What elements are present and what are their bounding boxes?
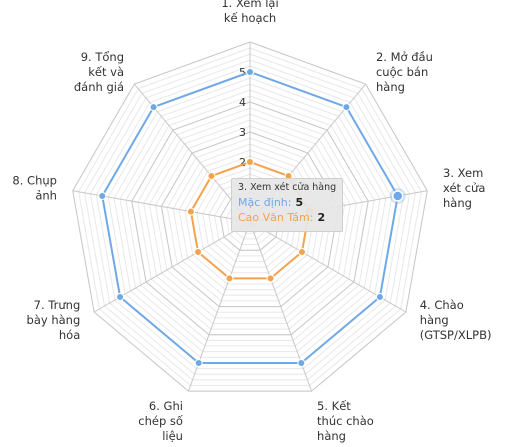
data-point	[297, 358, 306, 367]
data-point	[207, 172, 216, 181]
category-label-line: kế hoạch	[224, 11, 276, 25]
data-point	[297, 248, 306, 256]
category-label-line: thúc chào	[317, 414, 374, 428]
grid-ring-minor	[137, 107, 363, 330]
category-label-line: hàng	[376, 80, 405, 94]
grid-ring-minor	[107, 77, 393, 358]
axis-tick-label: 4	[239, 96, 246, 109]
category-label-line: ảnh	[35, 188, 57, 202]
chart-tooltip: 3. Xem xét cửa hàng Mặc định: 5 Cao Văn T…	[231, 178, 343, 232]
category-label-line: 9. Tổng	[81, 50, 124, 64]
tooltip-series-default-value: 5	[295, 196, 304, 209]
category-label-line: hàng	[420, 313, 449, 327]
tooltip-row-cao-van-tam: Cao Văn Tám: 2	[238, 210, 336, 225]
category-label-4: 4. Chào hàng (GTSP/XLPB)	[420, 298, 492, 342]
category-label-line: 8. Chụp	[12, 173, 57, 187]
grid-ring-minor	[95, 65, 405, 370]
axis-tick-label: 5	[239, 66, 246, 79]
category-label-line: 2. Mở đầu	[376, 50, 433, 64]
category-label-line: 3. Xem	[443, 166, 483, 180]
grid-ring-major	[72, 41, 428, 392]
tooltip-series-default-label: Mặc định:	[238, 196, 292, 209]
category-label-line: 6. Ghi	[149, 399, 183, 413]
category-label-1: 1. Xem lại kế hoạch	[221, 0, 278, 25]
category-label-line: 1. Xem lại	[221, 0, 278, 10]
category-label-line: 7. Trưng	[34, 298, 81, 312]
axis-tick-label: 3	[239, 126, 246, 139]
grid-ring-minor	[84, 53, 416, 381]
category-label-line: đánh giá	[74, 80, 124, 94]
grid-ring-minor	[154, 125, 346, 313]
grid-ring-minor	[125, 95, 375, 341]
category-label-2: 2. Mở đầu cuộc bán hàng	[376, 50, 433, 94]
category-label-line: cuộc bán	[376, 65, 428, 79]
tooltip-series-cao-van-tam-label: Cao Văn Tám:	[238, 211, 314, 224]
grid-ring-minor	[113, 83, 387, 353]
grid-ring-minor	[143, 113, 357, 324]
data-point	[149, 103, 158, 112]
category-label-line: hàng	[317, 429, 346, 443]
category-label-3: 3. Xem xét cửa hàng	[443, 166, 485, 210]
grid-ring-minor	[78, 47, 422, 387]
category-label-line: (GTSP/XLPB)	[420, 328, 492, 342]
category-label-8: 8. Chụp ảnh	[12, 173, 57, 202]
series-line-0	[101, 71, 399, 364]
category-label-7: 7. Trưng bày hàng hóa	[27, 298, 81, 342]
data-point	[186, 207, 195, 216]
grid-ring-minor	[149, 119, 351, 319]
data-point	[194, 358, 203, 367]
category-label-line: 4. Chào	[420, 298, 464, 312]
data-point	[266, 274, 275, 283]
data-point	[246, 68, 254, 76]
category-label-line: 5. Kết	[317, 399, 351, 413]
tooltip-title: 3. Xem xét cửa hàng	[238, 182, 337, 193]
category-label-line: bày hàng	[27, 313, 81, 327]
category-label-9: 9. Tổng kết và đánh giá	[74, 50, 124, 94]
tooltip-row-default: Mặc định: 5	[238, 195, 336, 210]
category-label-line: liệu	[162, 429, 183, 443]
data-point	[246, 158, 254, 166]
tooltip-series-cao-van-tam-value: 2	[317, 211, 326, 224]
grid-ring-minor	[119, 89, 381, 347]
category-label-line: chép số	[138, 414, 183, 428]
grid-ring-major	[131, 101, 369, 336]
category-label-line: hóa	[59, 328, 80, 342]
category-label-5: 5. Kết thúc chào hàng	[317, 399, 374, 443]
data-point	[375, 293, 384, 301]
data-point	[391, 190, 404, 202]
data-point	[225, 274, 234, 283]
data-point	[116, 293, 125, 301]
category-label-line: kết và	[88, 65, 124, 79]
axis-tick-label: 2	[239, 156, 246, 169]
category-label-line: xét cửa	[443, 181, 485, 195]
data-point	[194, 248, 203, 256]
category-label-6: 6. Ghi chép số liệu	[138, 399, 183, 443]
data-point	[98, 191, 107, 200]
grid-ring-minor	[89, 59, 411, 375]
category-label-line: hàng	[443, 196, 472, 210]
data-point	[342, 103, 351, 112]
